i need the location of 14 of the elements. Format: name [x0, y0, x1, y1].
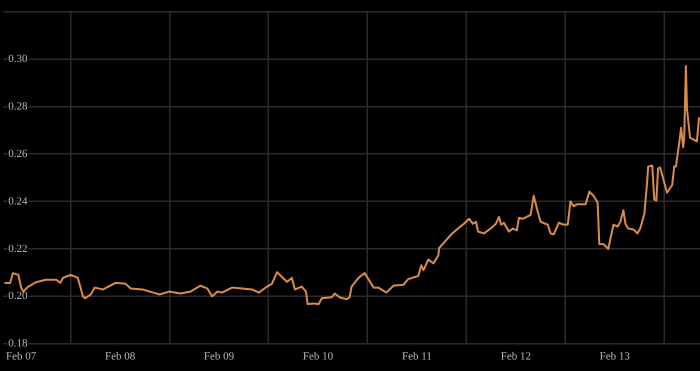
- y-tick-label: 0.20: [8, 290, 28, 302]
- x-tick-label: Feb 11: [402, 350, 432, 362]
- x-tick-label: Feb 10: [302, 350, 334, 362]
- x-tick-label: Feb 12: [500, 350, 531, 362]
- x-tick-label: Feb 13: [600, 350, 630, 362]
- x-tick-label: Feb 08: [104, 350, 136, 362]
- x-tick-label: Feb 07: [6, 350, 37, 362]
- y-tick-label: 0.22: [8, 242, 28, 255]
- y-tick-label: 0.28: [8, 100, 28, 112]
- y-tick-label: 0.24: [8, 195, 28, 208]
- y-tick-label: 0.30: [8, 52, 28, 65]
- x-tick-label: Feb 09: [204, 350, 235, 362]
- y-tick-label: 0.18: [8, 338, 28, 350]
- y-tick-label: 0.26: [8, 148, 28, 160]
